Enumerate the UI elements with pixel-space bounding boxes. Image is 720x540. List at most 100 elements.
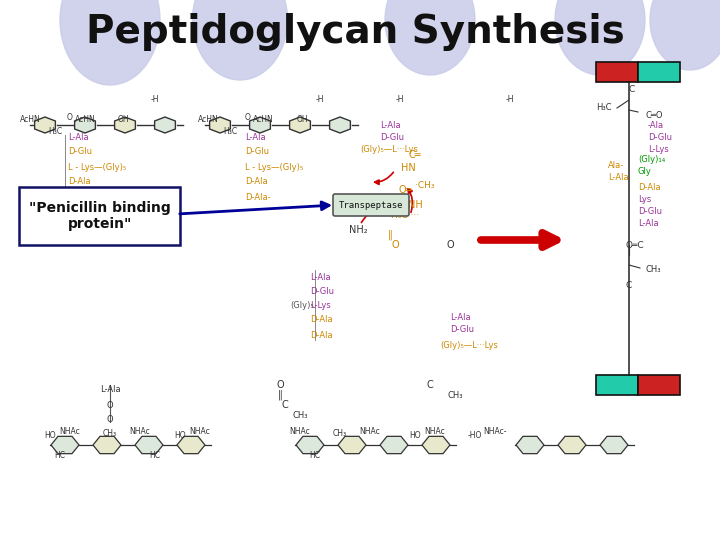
- Text: C: C: [282, 400, 289, 410]
- Polygon shape: [516, 436, 544, 454]
- Text: NHAc: NHAc: [425, 428, 446, 436]
- Text: "Penicillin binding
protein": "Penicillin binding protein": [29, 201, 171, 231]
- Text: H₃C: H₃C: [48, 126, 62, 136]
- Polygon shape: [338, 436, 366, 454]
- Text: D-Ala-: D-Ala-: [68, 192, 94, 201]
- Text: HC: HC: [150, 450, 161, 460]
- Polygon shape: [35, 117, 55, 133]
- Text: L-Ala: L-Ala: [608, 173, 629, 183]
- Text: ‖: ‖: [387, 230, 392, 240]
- Bar: [596, 62, 638, 82]
- FancyArrowPatch shape: [408, 188, 413, 212]
- Polygon shape: [155, 117, 176, 133]
- Text: C═O: C═O: [645, 111, 662, 119]
- Text: D-Ala: D-Ala: [245, 178, 268, 186]
- Text: HC: HC: [55, 450, 66, 460]
- Text: ‖: ‖: [278, 390, 282, 400]
- Bar: [638, 375, 680, 395]
- Text: C: C: [629, 85, 635, 94]
- Text: C: C: [427, 380, 433, 390]
- Polygon shape: [75, 117, 95, 133]
- Text: Transpeptase: Transpeptase: [338, 200, 403, 210]
- Text: Peptidoglycan Synthesis: Peptidoglycan Synthesis: [86, 13, 624, 51]
- Text: D-Glu: D-Glu: [245, 147, 269, 157]
- Text: D-Ala-: D-Ala-: [245, 192, 271, 201]
- Text: NH₂: NH₂: [348, 225, 367, 235]
- Polygon shape: [210, 117, 230, 133]
- Text: NHAc: NHAc: [189, 428, 210, 436]
- Text: O: O: [276, 380, 284, 390]
- Text: HC: HC: [310, 450, 320, 460]
- Text: L - Lys—(Gly)₅: L - Lys—(Gly)₅: [245, 163, 303, 172]
- Polygon shape: [135, 436, 163, 454]
- Text: (Gly)₁₄: (Gly)₁₄: [638, 156, 665, 165]
- Text: NHAc: NHAc: [289, 428, 310, 436]
- Text: Lys: Lys: [638, 195, 652, 205]
- Text: O: O: [391, 240, 399, 250]
- Text: OH: OH: [296, 116, 308, 125]
- Text: ·CH₃: ·CH₃: [415, 180, 435, 190]
- Polygon shape: [380, 436, 408, 454]
- FancyArrowPatch shape: [361, 206, 390, 222]
- Text: D-Glu: D-Glu: [450, 326, 474, 334]
- Text: AcHN: AcHN: [75, 116, 95, 125]
- Text: CH₃: CH₃: [645, 266, 660, 274]
- Text: O: O: [245, 113, 251, 123]
- Text: NHAc-: NHAc-: [483, 428, 507, 436]
- Ellipse shape: [192, 0, 287, 80]
- Text: L-Lys: L-Lys: [310, 301, 330, 310]
- Text: CH₃: CH₃: [292, 410, 307, 420]
- Text: L-Ala: L-Ala: [99, 386, 120, 395]
- Text: C═: C═: [409, 150, 421, 160]
- Polygon shape: [93, 436, 121, 454]
- Text: -H: -H: [505, 96, 514, 105]
- Text: -H: -H: [316, 96, 324, 105]
- Text: (Gly)₅—L···Lys: (Gly)₅—L···Lys: [360, 145, 418, 154]
- Text: H₃C: H₃C: [596, 104, 612, 112]
- Text: L-Ala: L-Ala: [310, 273, 330, 282]
- Text: HO: HO: [174, 430, 186, 440]
- Text: D-Glu: D-Glu: [648, 133, 672, 143]
- Polygon shape: [600, 436, 628, 454]
- Text: HN: HN: [400, 163, 415, 173]
- Text: -H: -H: [396, 96, 404, 105]
- Text: L - Lys—(Gly)₅: L - Lys—(Gly)₅: [68, 163, 126, 172]
- Polygon shape: [250, 117, 271, 133]
- Text: L-Ala: L-Ala: [638, 219, 659, 228]
- Text: O═: O═: [398, 185, 412, 195]
- Polygon shape: [177, 436, 205, 454]
- Polygon shape: [558, 436, 586, 454]
- Text: (Gly)₅: (Gly)₅: [290, 301, 314, 310]
- FancyBboxPatch shape: [19, 187, 180, 245]
- Text: CH₃: CH₃: [103, 429, 117, 437]
- Text: O: O: [107, 401, 113, 409]
- Text: O: O: [446, 240, 454, 250]
- Ellipse shape: [385, 0, 475, 75]
- Text: AcHN: AcHN: [253, 114, 274, 124]
- Text: Ala-: Ala-: [608, 160, 624, 170]
- Text: NHAc: NHAc: [130, 428, 150, 436]
- Text: Gly: Gly: [638, 167, 652, 177]
- Text: HO: HO: [44, 430, 56, 440]
- Bar: [638, 62, 680, 82]
- Text: D-Glu: D-Glu: [310, 287, 334, 296]
- Text: D-Ala: D-Ala: [638, 183, 661, 192]
- Text: L-Lys: L-Lys: [648, 145, 669, 154]
- Ellipse shape: [650, 0, 720, 70]
- Text: AcHN: AcHN: [197, 116, 218, 125]
- Text: CH₃: CH₃: [333, 429, 347, 437]
- Ellipse shape: [60, 0, 160, 85]
- Text: H₃C: H₃C: [223, 126, 237, 136]
- Polygon shape: [296, 436, 324, 454]
- Text: C: C: [626, 280, 632, 289]
- Text: NHAc: NHAc: [359, 428, 380, 436]
- Text: HO: HO: [409, 430, 420, 440]
- Bar: [596, 375, 638, 395]
- Text: O═C: O═C: [625, 240, 644, 249]
- FancyBboxPatch shape: [333, 194, 409, 216]
- Text: -Ala: -Ala: [648, 120, 664, 130]
- Polygon shape: [330, 117, 351, 133]
- Text: D-Glu: D-Glu: [68, 147, 92, 157]
- Text: -H: -H: [150, 96, 159, 105]
- Polygon shape: [289, 117, 310, 133]
